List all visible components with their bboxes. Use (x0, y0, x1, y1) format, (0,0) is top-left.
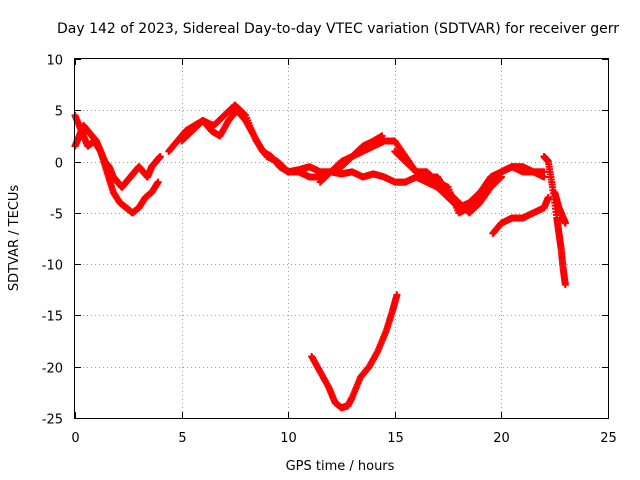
plot-frame (74, 58, 609, 419)
x-tick-label: 10 (280, 431, 297, 446)
y-tick-label: 5 (55, 105, 63, 120)
y-axis-label: SDTVAR / TECUs (7, 185, 22, 292)
data-point (154, 178, 162, 186)
x-axis-label: GPS time / hours (286, 459, 395, 474)
y-tick-label: 0 (55, 157, 63, 172)
series-segment-drop (308, 291, 401, 412)
y-tick-label: -10 (42, 259, 63, 274)
series-segment-end-b (551, 188, 569, 227)
data-point (393, 291, 401, 299)
y-tick-label: -25 (42, 413, 63, 428)
x-tick-label: 25 (600, 431, 617, 446)
x-tick-label: 0 (71, 431, 79, 446)
data-point (561, 281, 569, 289)
x-tick-label: 5 (178, 431, 186, 446)
chart-title: Day 142 of 2023, Sidereal Day-to-day VTE… (57, 21, 619, 37)
data-points (71, 101, 569, 412)
data-point (497, 173, 505, 181)
series-main-track-b (71, 111, 162, 217)
axis-ticks: 0 5 10 15 20 25 -25 -20 -15 -10 -5 0 5 10 (42, 54, 617, 447)
series-segment-end (540, 152, 569, 289)
grid (75, 59, 608, 418)
series-main-track-f (391, 147, 505, 217)
y-tick-label: -20 (42, 362, 63, 377)
data-point (540, 173, 548, 181)
data-point (561, 219, 569, 227)
series-main-track-e (316, 132, 386, 186)
data-point (240, 110, 248, 118)
data-point (544, 193, 552, 201)
x-tick-label: 15 (387, 431, 404, 446)
y-tick-label: 10 (46, 54, 63, 69)
series-segment-late (489, 193, 552, 237)
data-point (156, 152, 164, 160)
data-point (378, 132, 386, 140)
y-tick-label: -15 (42, 310, 63, 325)
x-tick-label: 20 (493, 431, 510, 446)
data-point (496, 174, 504, 182)
y-tick-label: -5 (50, 208, 63, 223)
